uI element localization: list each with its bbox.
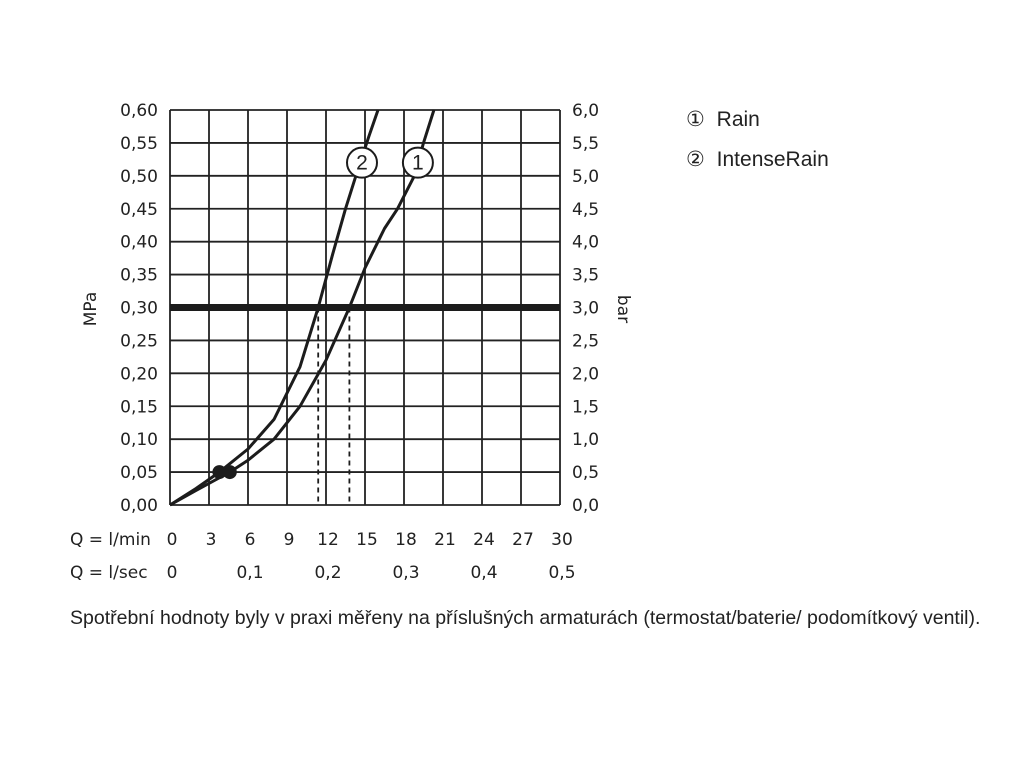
caption-text: Spotřební hodnoty byly v praxi měřeny na… xyxy=(70,607,981,629)
x-tick-lsec: 0,2 xyxy=(314,563,341,583)
y-tick-bar: 3,5 xyxy=(572,266,599,286)
x-tick-lmin: 21 xyxy=(434,530,456,550)
x-tick-lmin: 6 xyxy=(245,530,256,550)
y-tick-bar: 0,5 xyxy=(572,463,599,483)
x-tick-lmin: 12 xyxy=(317,530,339,550)
y-tick-bar: 5,0 xyxy=(572,167,599,187)
y-tick-bar: 1,5 xyxy=(572,397,599,417)
y-tick-mpa: 0,50 xyxy=(120,167,158,187)
reference-lines xyxy=(170,304,560,505)
operating-point-2 xyxy=(212,465,227,480)
y-tick-mpa: 0,30 xyxy=(120,299,158,319)
x-axis-prefix-lmin: Q = l/min xyxy=(70,530,151,550)
legend-item-rain: ① Rain xyxy=(686,108,760,131)
y-tick-bar: 6,0 xyxy=(572,101,599,121)
legend-symbol: ② xyxy=(686,148,705,171)
x-tick-lmin: 18 xyxy=(395,530,417,550)
y-tick-bar: 5,5 xyxy=(572,134,599,154)
y-tick-mpa: 0,10 xyxy=(120,430,158,450)
legend-label: IntenseRain xyxy=(717,148,829,171)
legend-item-intenserain: ② IntenseRain xyxy=(686,148,829,171)
pressure-flow-chart: 0 3 6 9 12 15 18 21 24 27 300,00 0,00,05 0,50,10 1,00… xyxy=(70,101,829,583)
x-tick-lsec: 0 xyxy=(167,563,178,583)
curve-label-2: 2 xyxy=(356,152,368,175)
y-tick-mpa: 0,40 xyxy=(120,233,158,253)
curve-label-circle-1 xyxy=(401,146,434,179)
x-tick-lmin: 30 xyxy=(551,530,573,550)
x-axis-prefix-lsec: Q = l/sec xyxy=(70,563,148,583)
x-tick-lmin: 9 xyxy=(284,530,295,550)
x-tick-lmin: 24 xyxy=(473,530,495,550)
y-tick-bar: 4,0 xyxy=(572,233,599,253)
curve-label-circle-2 xyxy=(346,146,378,179)
y-tick-bar: 2,0 xyxy=(572,364,599,384)
operating-point-1 xyxy=(222,465,237,480)
axis-tick-labels: 0 3 6 9 12 15 18 21 24 27 300,00 0,00,05 0,50,10 1,00… xyxy=(120,101,599,583)
y-tick-mpa: 0,45 xyxy=(120,200,158,220)
y-tick-mpa: 0,35 xyxy=(120,266,158,286)
y-tick-mpa: 0,25 xyxy=(120,331,158,351)
y-tick-bar: 2,5 xyxy=(572,331,599,351)
y-tick-mpa: 0,20 xyxy=(120,364,158,384)
x-tick-lsec: 0,3 xyxy=(392,563,419,583)
y-tick-mpa: 0,05 xyxy=(120,463,158,483)
y-tick-mpa: 0,00 xyxy=(120,496,158,516)
x-tick-lsec: 0,5 xyxy=(548,563,575,583)
legend: ① Rain ② IntenseRain xyxy=(686,108,829,171)
x-tick-lmin: 27 xyxy=(512,530,534,550)
x-tick-lmin: 15 xyxy=(356,530,378,550)
y-tick-mpa: 0,60 xyxy=(120,101,158,121)
y-tick-bar: 1,0 xyxy=(572,430,599,450)
y-tick-mpa: 0,55 xyxy=(120,134,158,154)
y-axis-title-left: MPa xyxy=(81,292,101,327)
x-tick-lmin: 0 xyxy=(167,530,178,550)
y-tick-bar: 3,0 xyxy=(572,299,599,319)
curve-label-1: 1 xyxy=(412,152,424,175)
y-tick-bar: 0,0 xyxy=(572,496,599,516)
x-tick-lmin: 3 xyxy=(206,530,217,550)
legend-symbol: ① xyxy=(686,108,705,131)
y-tick-bar: 4,5 xyxy=(572,200,599,220)
curves: 12 xyxy=(169,109,436,507)
legend-label: Rain xyxy=(717,108,760,131)
x-tick-lsec: 0,4 xyxy=(470,563,497,583)
y-axis-title-right: bar xyxy=(613,295,633,323)
x-tick-lsec: 0,1 xyxy=(236,563,263,583)
y-tick-mpa: 0,15 xyxy=(120,397,158,417)
